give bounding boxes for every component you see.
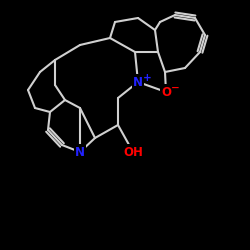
Text: O: O — [161, 86, 171, 98]
Text: OH: OH — [123, 146, 143, 158]
Text: −: − — [170, 83, 179, 93]
Text: N: N — [75, 146, 85, 158]
Text: N: N — [133, 76, 143, 88]
Text: +: + — [142, 73, 152, 83]
